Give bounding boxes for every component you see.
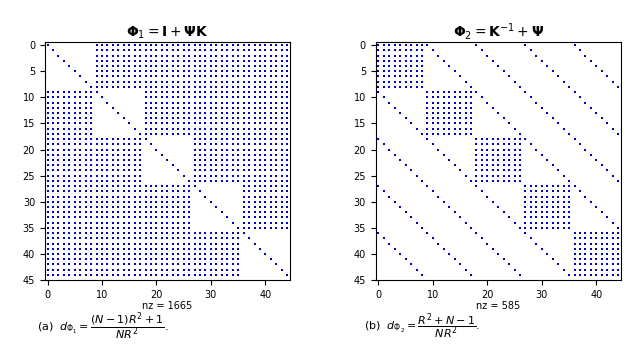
X-axis label: nz = 1665: nz = 1665	[142, 301, 193, 311]
X-axis label: nz = 585: nz = 585	[476, 301, 520, 311]
Text: (b)  $d_{\Phi_2} = \dfrac{R^2+N-1}{NR^2}$.: (b) $d_{\Phi_2} = \dfrac{R^2+N-1}{NR^2}$…	[364, 311, 481, 341]
Title: $\mathbf{\Phi}_1 = \mathbf{I} + \mathbf{\Psi}\mathbf{K}$: $\mathbf{\Phi}_1 = \mathbf{I} + \mathbf{…	[126, 25, 209, 41]
Title: $\mathbf{\Phi}_2 = \mathbf{K}^{-1} + \mathbf{\Psi}$: $\mathbf{\Phi}_2 = \mathbf{K}^{-1} + \ma…	[452, 21, 544, 42]
Text: (a)  $d_{\Phi_1} = \dfrac{(N-1)R^2+1}{NR^2}$.: (a) $d_{\Phi_1} = \dfrac{(N-1)R^2+1}{NR^…	[36, 310, 168, 342]
